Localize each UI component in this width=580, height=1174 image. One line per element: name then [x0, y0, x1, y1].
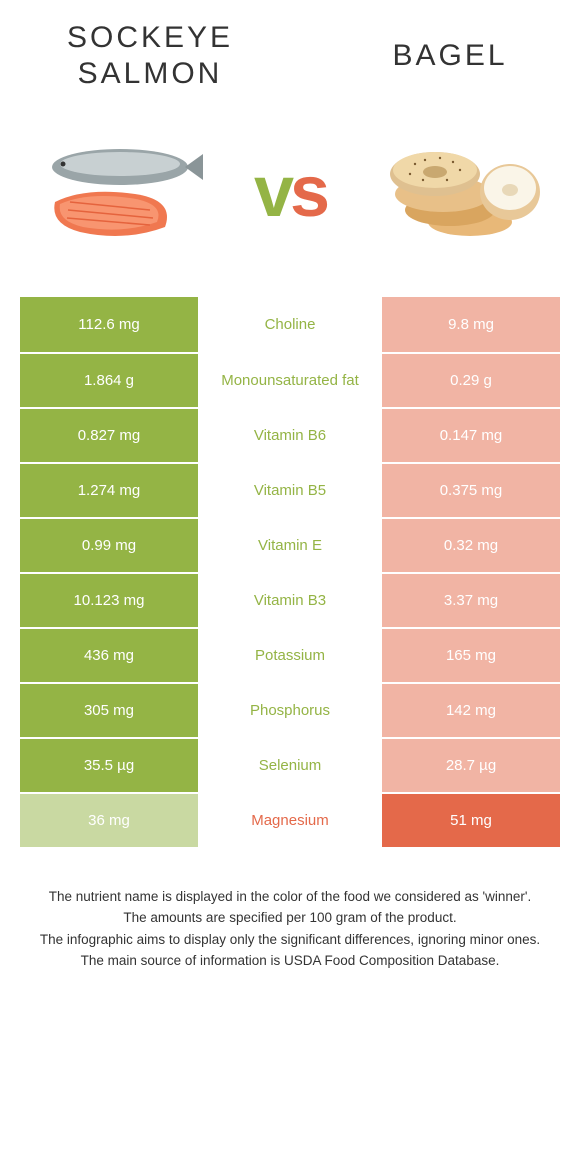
nutrient-row: 1.864 gMonounsaturated fat0.29 g — [20, 352, 560, 407]
right-value: 165 mg — [380, 629, 560, 682]
right-value: 0.375 mg — [380, 464, 560, 517]
nutrient-name: Vitamin B5 — [200, 464, 380, 517]
left-value: 10.123 mg — [20, 574, 200, 627]
left-value: 305 mg — [20, 684, 200, 737]
food-title-right: Bagel — [370, 38, 530, 74]
nutrient-name: Monounsaturated fat — [200, 354, 380, 407]
right-value: 51 mg — [380, 794, 560, 847]
left-value: 112.6 mg — [20, 297, 200, 352]
nutrient-name: Phosphorus — [200, 684, 380, 737]
right-value: 28.7 µg — [380, 739, 560, 792]
nutrient-row: 0.99 mgVitamin E0.32 mg — [20, 517, 560, 572]
nutrient-name: Magnesium — [200, 794, 380, 847]
footer-line: The main source of information is USDA F… — [30, 951, 550, 971]
right-value: 9.8 mg — [380, 297, 560, 352]
nutrient-name: Vitamin E — [200, 519, 380, 572]
images-row: vs — [20, 122, 560, 262]
nutrient-row: 36 mgMagnesium51 mg — [20, 792, 560, 847]
right-value: 0.147 mg — [380, 409, 560, 462]
nutrient-row: 112.6 mgCholine9.8 mg — [20, 297, 560, 352]
footer-line: The nutrient name is displayed in the co… — [30, 887, 550, 907]
salmon-image — [35, 132, 205, 252]
nutrient-name: Potassium — [200, 629, 380, 682]
right-value: 142 mg — [380, 684, 560, 737]
footer-text: The nutrient name is displayed in the co… — [20, 887, 560, 971]
left-value: 1.864 g — [20, 354, 200, 407]
left-value: 436 mg — [20, 629, 200, 682]
right-value: 3.37 mg — [380, 574, 560, 627]
nutrient-name: Selenium — [200, 739, 380, 792]
nutrient-row: 305 mgPhosphorus142 mg — [20, 682, 560, 737]
nutrient-row: 0.827 mgVitamin B60.147 mg — [20, 407, 560, 462]
left-value: 0.99 mg — [20, 519, 200, 572]
nutrient-name: Vitamin B3 — [200, 574, 380, 627]
left-value: 1.274 mg — [20, 464, 200, 517]
left-value: 0.827 mg — [20, 409, 200, 462]
nutrient-name: Choline — [200, 297, 380, 352]
nutrient-row: 35.5 µgSelenium28.7 µg — [20, 737, 560, 792]
header: Sockeye salmon Bagel — [20, 20, 560, 92]
footer-line: The infographic aims to display only the… — [30, 930, 550, 950]
left-value: 35.5 µg — [20, 739, 200, 792]
left-value: 36 mg — [20, 794, 200, 847]
bagel-image — [375, 132, 545, 252]
food-title-left: Sockeye salmon — [50, 20, 250, 92]
nutrient-row: 1.274 mgVitamin B50.375 mg — [20, 462, 560, 517]
right-value: 0.29 g — [380, 354, 560, 407]
footer-line: The amounts are specified per 100 gram o… — [30, 908, 550, 928]
nutrient-row: 436 mgPotassium165 mg — [20, 627, 560, 682]
right-value: 0.32 mg — [380, 519, 560, 572]
nutrient-row: 10.123 mgVitamin B33.37 mg — [20, 572, 560, 627]
vs-label: vs — [254, 151, 326, 233]
nutrient-name: Vitamin B6 — [200, 409, 380, 462]
nutrient-table: 112.6 mgCholine9.8 mg1.864 gMonounsatura… — [20, 297, 560, 847]
